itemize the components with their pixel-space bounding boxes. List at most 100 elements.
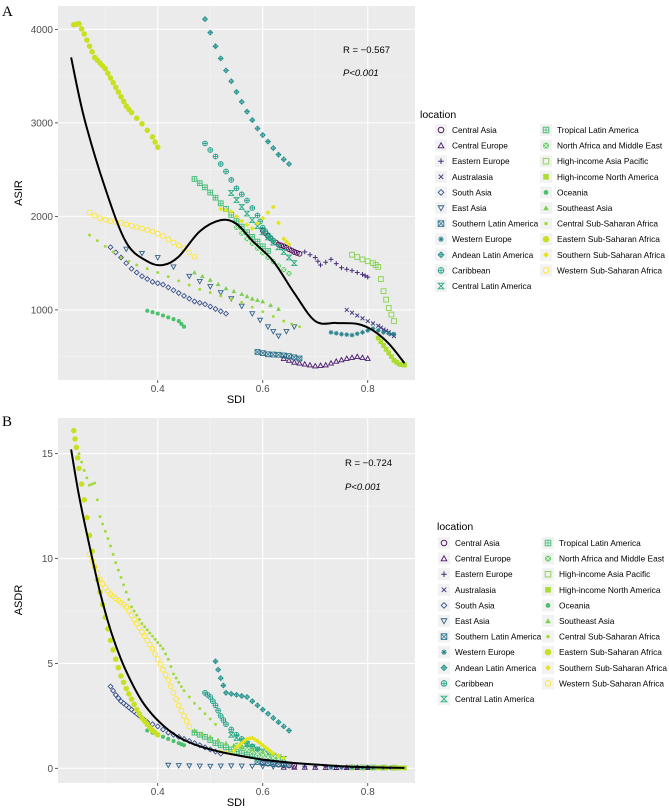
point-southeast-asia (223, 740, 229, 746)
legend-symbol-eastern-europe (441, 571, 447, 577)
point-central-sub-saharan-africa (193, 701, 196, 705)
legend-symbol-western-europe (441, 649, 447, 655)
point-high-income-north-america (396, 361, 402, 367)
point-western-sub-saharan-africa (162, 672, 169, 678)
legend-title-a: location (420, 109, 456, 121)
legend-item-andean-latin-america: Andean Latin America (435, 248, 534, 261)
point-east-asia (256, 317, 264, 324)
point-southern-latin-america (254, 349, 261, 355)
point-central-latin-america (280, 249, 288, 255)
point-high-income-asia-pacific (388, 311, 395, 318)
point-high-income-asia-pacific (380, 288, 387, 295)
legend-symbol-central-sub-saharan-africa (544, 221, 548, 226)
point-western-sub-saharan-africa (147, 641, 153, 648)
point-south-asia (212, 305, 219, 312)
point-southern-sub-saharan-africa (223, 207, 229, 213)
point-eastern-sub-saharan-africa (86, 43, 93, 49)
point-western-europe (391, 331, 397, 337)
point-north-africa-and-middle-east (281, 267, 287, 273)
point-central-sub-saharan-africa (127, 598, 131, 601)
point-central-latin-america (243, 210, 251, 217)
panel-label-a: A (2, 4, 13, 20)
point-western-sub-saharan-africa (170, 689, 177, 696)
point-eastern-sub-saharan-africa (84, 37, 90, 43)
series-central-latin-america (227, 190, 298, 266)
point-high-income-north-america (386, 350, 392, 356)
point-eastern-sub-saharan-africa (144, 127, 151, 134)
legend-symbol-south-asia (440, 601, 448, 609)
point-caribbean (217, 161, 224, 167)
point-high-income-north-america (391, 357, 397, 363)
point-central-sub-saharan-africa (135, 263, 139, 267)
x-tick-label: 0.6 (256, 787, 270, 798)
legend-symbol-central-latin-america (440, 695, 448, 703)
point-eastern-sub-saharan-africa (118, 673, 124, 679)
legend-symbol-southern-sub-saharan-africa (545, 665, 551, 671)
point-central-latin-america (227, 190, 235, 196)
point-southern-sub-saharan-africa (262, 744, 268, 750)
legend-label: Central Sub-Saharan Africa (559, 632, 660, 642)
point-central-sub-saharan-africa (111, 250, 115, 254)
legend-item-central-sub-saharan-africa: Central Sub-Saharan Africa (542, 630, 660, 643)
legend-symbol-tropical-latin-america (544, 539, 552, 547)
point-eastern-sub-saharan-africa (110, 647, 116, 653)
point-central-sub-saharan-africa (229, 297, 233, 301)
point-central-sub-saharan-africa (106, 537, 110, 541)
point-caribbean (228, 726, 235, 733)
point-central-latin-america (233, 735, 240, 741)
legend-label: Tropical Latin America (557, 125, 639, 135)
point-western-sub-saharan-africa (160, 233, 166, 239)
point-southeast-asia (215, 737, 221, 742)
point-southern-sub-saharan-africa (281, 755, 287, 761)
point-southeast-asia (192, 270, 197, 275)
point-andean-latin-america (238, 98, 245, 105)
point-east-asia (217, 290, 224, 296)
legend-label: High-income North America (559, 585, 661, 595)
point-southeast-asia (207, 277, 213, 282)
legend-label: Caribbean (452, 265, 491, 275)
point-high-income-asia-pacific (375, 264, 382, 270)
point-east-asia (196, 763, 203, 770)
point-central-sub-saharan-africa (219, 294, 223, 298)
series-western-sub-saharan-africa (86, 209, 198, 260)
point-andean-latin-america (228, 690, 235, 697)
point-eastern-sub-saharan-africa (81, 31, 88, 37)
point-western-sub-saharan-africa (97, 215, 103, 222)
point-western-sub-saharan-africa (107, 218, 114, 224)
y-tick-label: 5 (47, 659, 53, 670)
legend-label: Andean Latin America (452, 250, 534, 260)
point-western-europe (354, 331, 360, 337)
point-eastern-sub-saharan-africa (84, 514, 90, 521)
legend-symbol-southeast-asia (545, 618, 551, 624)
legend-item-eastern-europe: Eastern Europe (435, 155, 510, 168)
point-southern-sub-saharan-africa (244, 222, 250, 228)
point-western-sub-saharan-africa (152, 651, 158, 657)
point-western-europe (339, 331, 344, 337)
point-western-europe (344, 332, 350, 338)
legend-key (435, 124, 447, 136)
point-south-asia (207, 303, 214, 310)
point-australasia (354, 313, 360, 318)
point-central-sub-saharan-africa (80, 460, 84, 464)
legend-item-central-sub-saharan-africa: Central Sub-Saharan Africa (540, 217, 658, 230)
point-western-europe (370, 326, 376, 331)
point-andean-latin-america (254, 702, 261, 709)
point-western-sub-saharan-africa (154, 656, 161, 663)
point-eastern-sub-saharan-africa (73, 444, 80, 451)
point-western-europe (328, 765, 334, 771)
point-central-sub-saharan-africa (161, 647, 165, 651)
point-andean-latin-america (217, 675, 224, 682)
point-central-sub-saharan-africa (90, 482, 94, 486)
point-central-sub-saharan-africa (177, 680, 181, 684)
point-andean-latin-america (280, 723, 287, 730)
point-east-asia (249, 311, 256, 317)
point-central-europe (364, 355, 371, 361)
point-eastern-europe (312, 255, 318, 260)
point-central-europe (348, 354, 356, 360)
point-south-asia (149, 278, 156, 285)
series-eastern-europe (302, 249, 371, 280)
point-western-europe (365, 328, 371, 333)
point-central-sub-saharan-africa (166, 657, 170, 661)
point-western-sub-saharan-africa (141, 633, 148, 640)
point-north-africa-and-middle-east (244, 746, 250, 753)
